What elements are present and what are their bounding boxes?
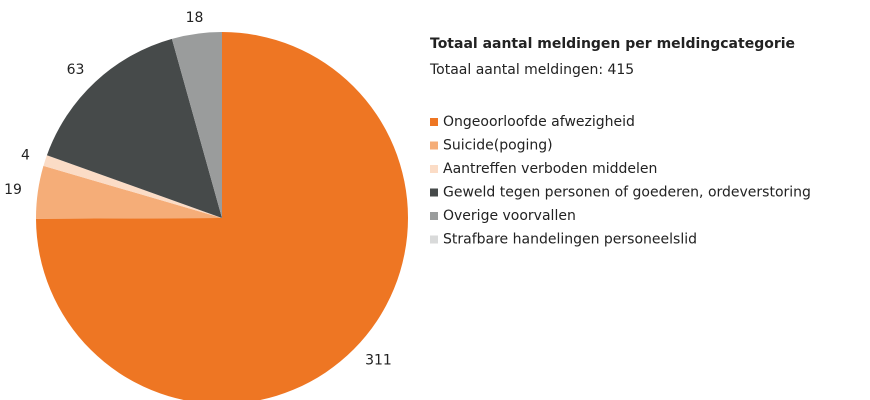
legend-label: Overige voorvallen xyxy=(443,208,576,224)
legend-swatch xyxy=(430,165,438,173)
pie-slice xyxy=(46,38,223,218)
legend-swatch xyxy=(430,235,438,244)
legend-swatch xyxy=(430,141,438,150)
data-label: 311 xyxy=(365,353,392,369)
data-label: 63 xyxy=(67,62,85,78)
data-label: 19 xyxy=(4,182,22,198)
legend-label: Ongeoorloofde afwezigheid xyxy=(443,114,635,130)
chart-title: Totaal aantal meldingen per meldingcateg… xyxy=(430,36,795,52)
legend-swatch xyxy=(430,212,438,220)
pie-slice xyxy=(43,155,223,218)
legend-label: Suicide(poging) xyxy=(443,138,553,154)
pie-slice xyxy=(171,32,222,218)
legend-label: Geweld tegen personen of goederen, ordev… xyxy=(443,185,811,201)
legend-label: Aantreffen verboden middelen xyxy=(443,161,657,177)
pie-slice xyxy=(36,165,222,219)
legend-swatch xyxy=(430,188,438,197)
pie-slice xyxy=(36,32,408,400)
chart-subtitle: Totaal aantal meldingen: 415 xyxy=(429,62,634,78)
legend-swatch xyxy=(430,118,438,126)
data-label: 4 xyxy=(21,148,30,164)
legend-label: Strafbare handelingen personeelslid xyxy=(443,232,697,248)
data-label: 18 xyxy=(186,10,204,26)
